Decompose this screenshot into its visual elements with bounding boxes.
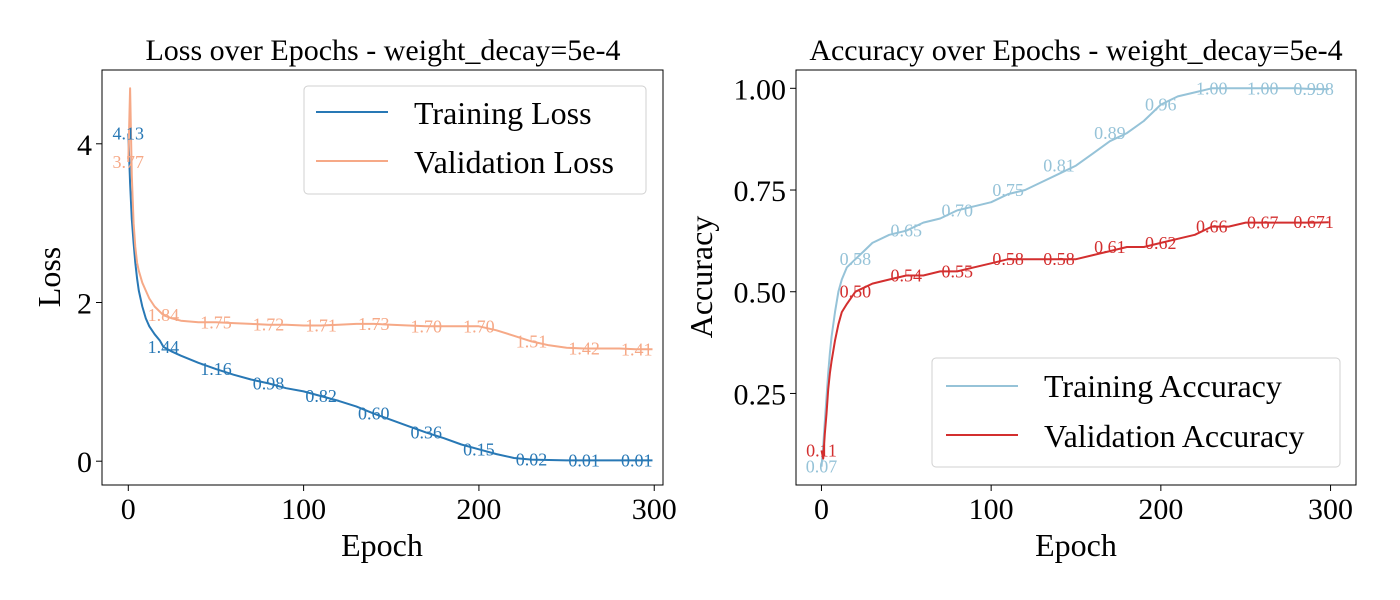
loss-data-label: 1.41 [621,339,653,359]
loss-y-tick-label: 0 [77,446,92,479]
loss-data-label: 1.71 [305,316,337,336]
loss-legend-label-training: Training Loss [414,95,592,131]
loss-data-label: 0.60 [358,404,390,424]
loss-x-tick-label: 300 [632,493,677,526]
loss-chart-title: Loss over Epochs - weight_decay=5e-4 [145,34,620,67]
accuracy-legend: Training Accuracy Validation Accuracy [931,357,1341,468]
accuracy-annotation-layer: 0.07 0.58 0.65 0.70 0.75 0.81 0.89 0.96 1.00 1.00… [806,78,1334,476]
loss-x-axis-label: Epoch [341,527,423,563]
loss-data-label: 1.42 [568,339,600,359]
loss-legend-box [303,85,647,195]
loss-data-label: 0.02 [516,450,548,470]
loss-x-tick-label: 200 [456,493,501,526]
accuracy-data-label: 0.58 [992,249,1024,269]
loss-data-label: 0.15 [463,439,495,459]
accuracy-data-label: 0.54 [891,266,923,286]
loss-y-tick-label: 2 [77,287,92,320]
accuracy-data-label: 0.50 [840,282,872,302]
accuracy-y-axis-ticks: 0.25 0.50 0.75 1.00 [734,73,796,411]
accuracy-chart-title: Accuracy over Epochs - weight_decay=5e-4 [809,34,1342,67]
accuracy-series-line-training [820,87,1329,467]
accuracy-data-label: 0.998 [1293,79,1334,99]
loss-data-label: 0.36 [411,423,443,443]
loss-data-label: 1.75 [200,312,232,332]
accuracy-data-label: 0.66 [1196,217,1228,237]
accuracy-data-label: 0.75 [992,180,1024,200]
accuracy-legend-label-training: Training Accuracy [1044,368,1282,404]
accuracy-y-tick-label: 0.25 [734,378,787,411]
loss-data-label: 0.01 [568,450,600,470]
loss-data-label: 0.98 [253,373,285,393]
accuracy-data-label: 0.89 [1094,123,1126,143]
loss-data-label: 1.84 [148,305,180,325]
loss-x-tick-label: 100 [281,493,326,526]
accuracy-data-label: 0.55 [941,261,973,281]
loss-data-label: 1.44 [148,337,180,357]
accuracy-x-axis-ticks: 0 100 200 300 [814,485,1353,526]
accuracy-x-tick-label: 100 [969,493,1014,526]
loss-y-tick-label: 4 [77,129,92,162]
accuracy-data-label: 1.00 [1247,78,1279,98]
loss-data-label: 1.70 [411,316,443,336]
accuracy-data-label: 0.81 [1043,156,1075,176]
accuracy-y-tick-label: 0.75 [734,175,787,208]
accuracy-data-label: 1.00 [1196,78,1228,98]
loss-data-label: 0.01 [621,450,653,470]
loss-data-label: 1.70 [463,316,495,336]
loss-data-label: 0.82 [305,386,337,406]
loss-series-line-training [127,133,653,462]
accuracy-x-tick-label: 0 [814,493,829,526]
loss-chart: Loss over Epochs - weight_decay=5e-4 4.1… [31,34,677,563]
loss-plot-frame [101,69,664,486]
accuracy-data-label: 0.61 [1094,237,1126,257]
accuracy-data-label: 0.671 [1293,212,1334,232]
loss-annotation-layer: 4.13 1.44 1.16 0.98 0.82 0.60 0.36 0.15 0.02 0.01… [113,124,653,471]
accuracy-x-tick-label: 200 [1138,493,1183,526]
accuracy-data-label: 0.58 [1043,249,1075,269]
loss-data-label: 1.51 [516,331,548,351]
accuracy-data-label: 0.58 [840,249,872,269]
loss-legend: Training Loss Validation Loss [303,85,647,195]
accuracy-y-axis-label: Accuracy [683,216,719,339]
accuracy-data-label: 0.67 [1247,213,1279,233]
loss-data-label: 1.16 [200,359,232,379]
accuracy-x-axis-label: Epoch [1035,527,1117,563]
accuracy-x-tick-label: 300 [1308,493,1353,526]
accuracy-series-layer [820,87,1329,467]
loss-data-label: 4.13 [113,124,145,144]
loss-x-tick-label: 0 [121,493,136,526]
loss-legend-label-validation: Validation Loss [414,144,614,180]
accuracy-data-label: 0.11 [806,440,837,460]
accuracy-plot-frame [795,69,1357,486]
loss-series-layer [127,87,653,462]
loss-y-axis-ticks: 0 2 4 [77,129,102,479]
accuracy-data-label: 0.70 [941,200,973,220]
loss-data-label: 1.73 [358,314,390,334]
loss-data-label: 1.72 [253,315,285,335]
loss-y-axis-label: Loss [31,247,67,307]
accuracy-y-tick-label: 1.00 [734,73,787,106]
accuracy-legend-label-validation: Validation Accuracy [1044,418,1304,454]
loss-data-label: 3.77 [113,152,145,172]
accuracy-data-label: 0.07 [806,457,838,477]
accuracy-chart: Accuracy over Epochs - weight_decay=5e-4… [683,34,1357,563]
accuracy-legend-box [931,357,1341,468]
accuracy-data-label: 0.62 [1145,233,1177,253]
accuracy-y-tick-label: 0.50 [734,277,787,310]
accuracy-data-label: 0.96 [1145,95,1177,115]
accuracy-data-label: 0.65 [891,221,923,241]
loss-x-axis-ticks: 0 100 200 300 [121,485,677,526]
accuracy-series-line-validation [820,221,1329,460]
loss-series-line-validation [127,87,653,351]
